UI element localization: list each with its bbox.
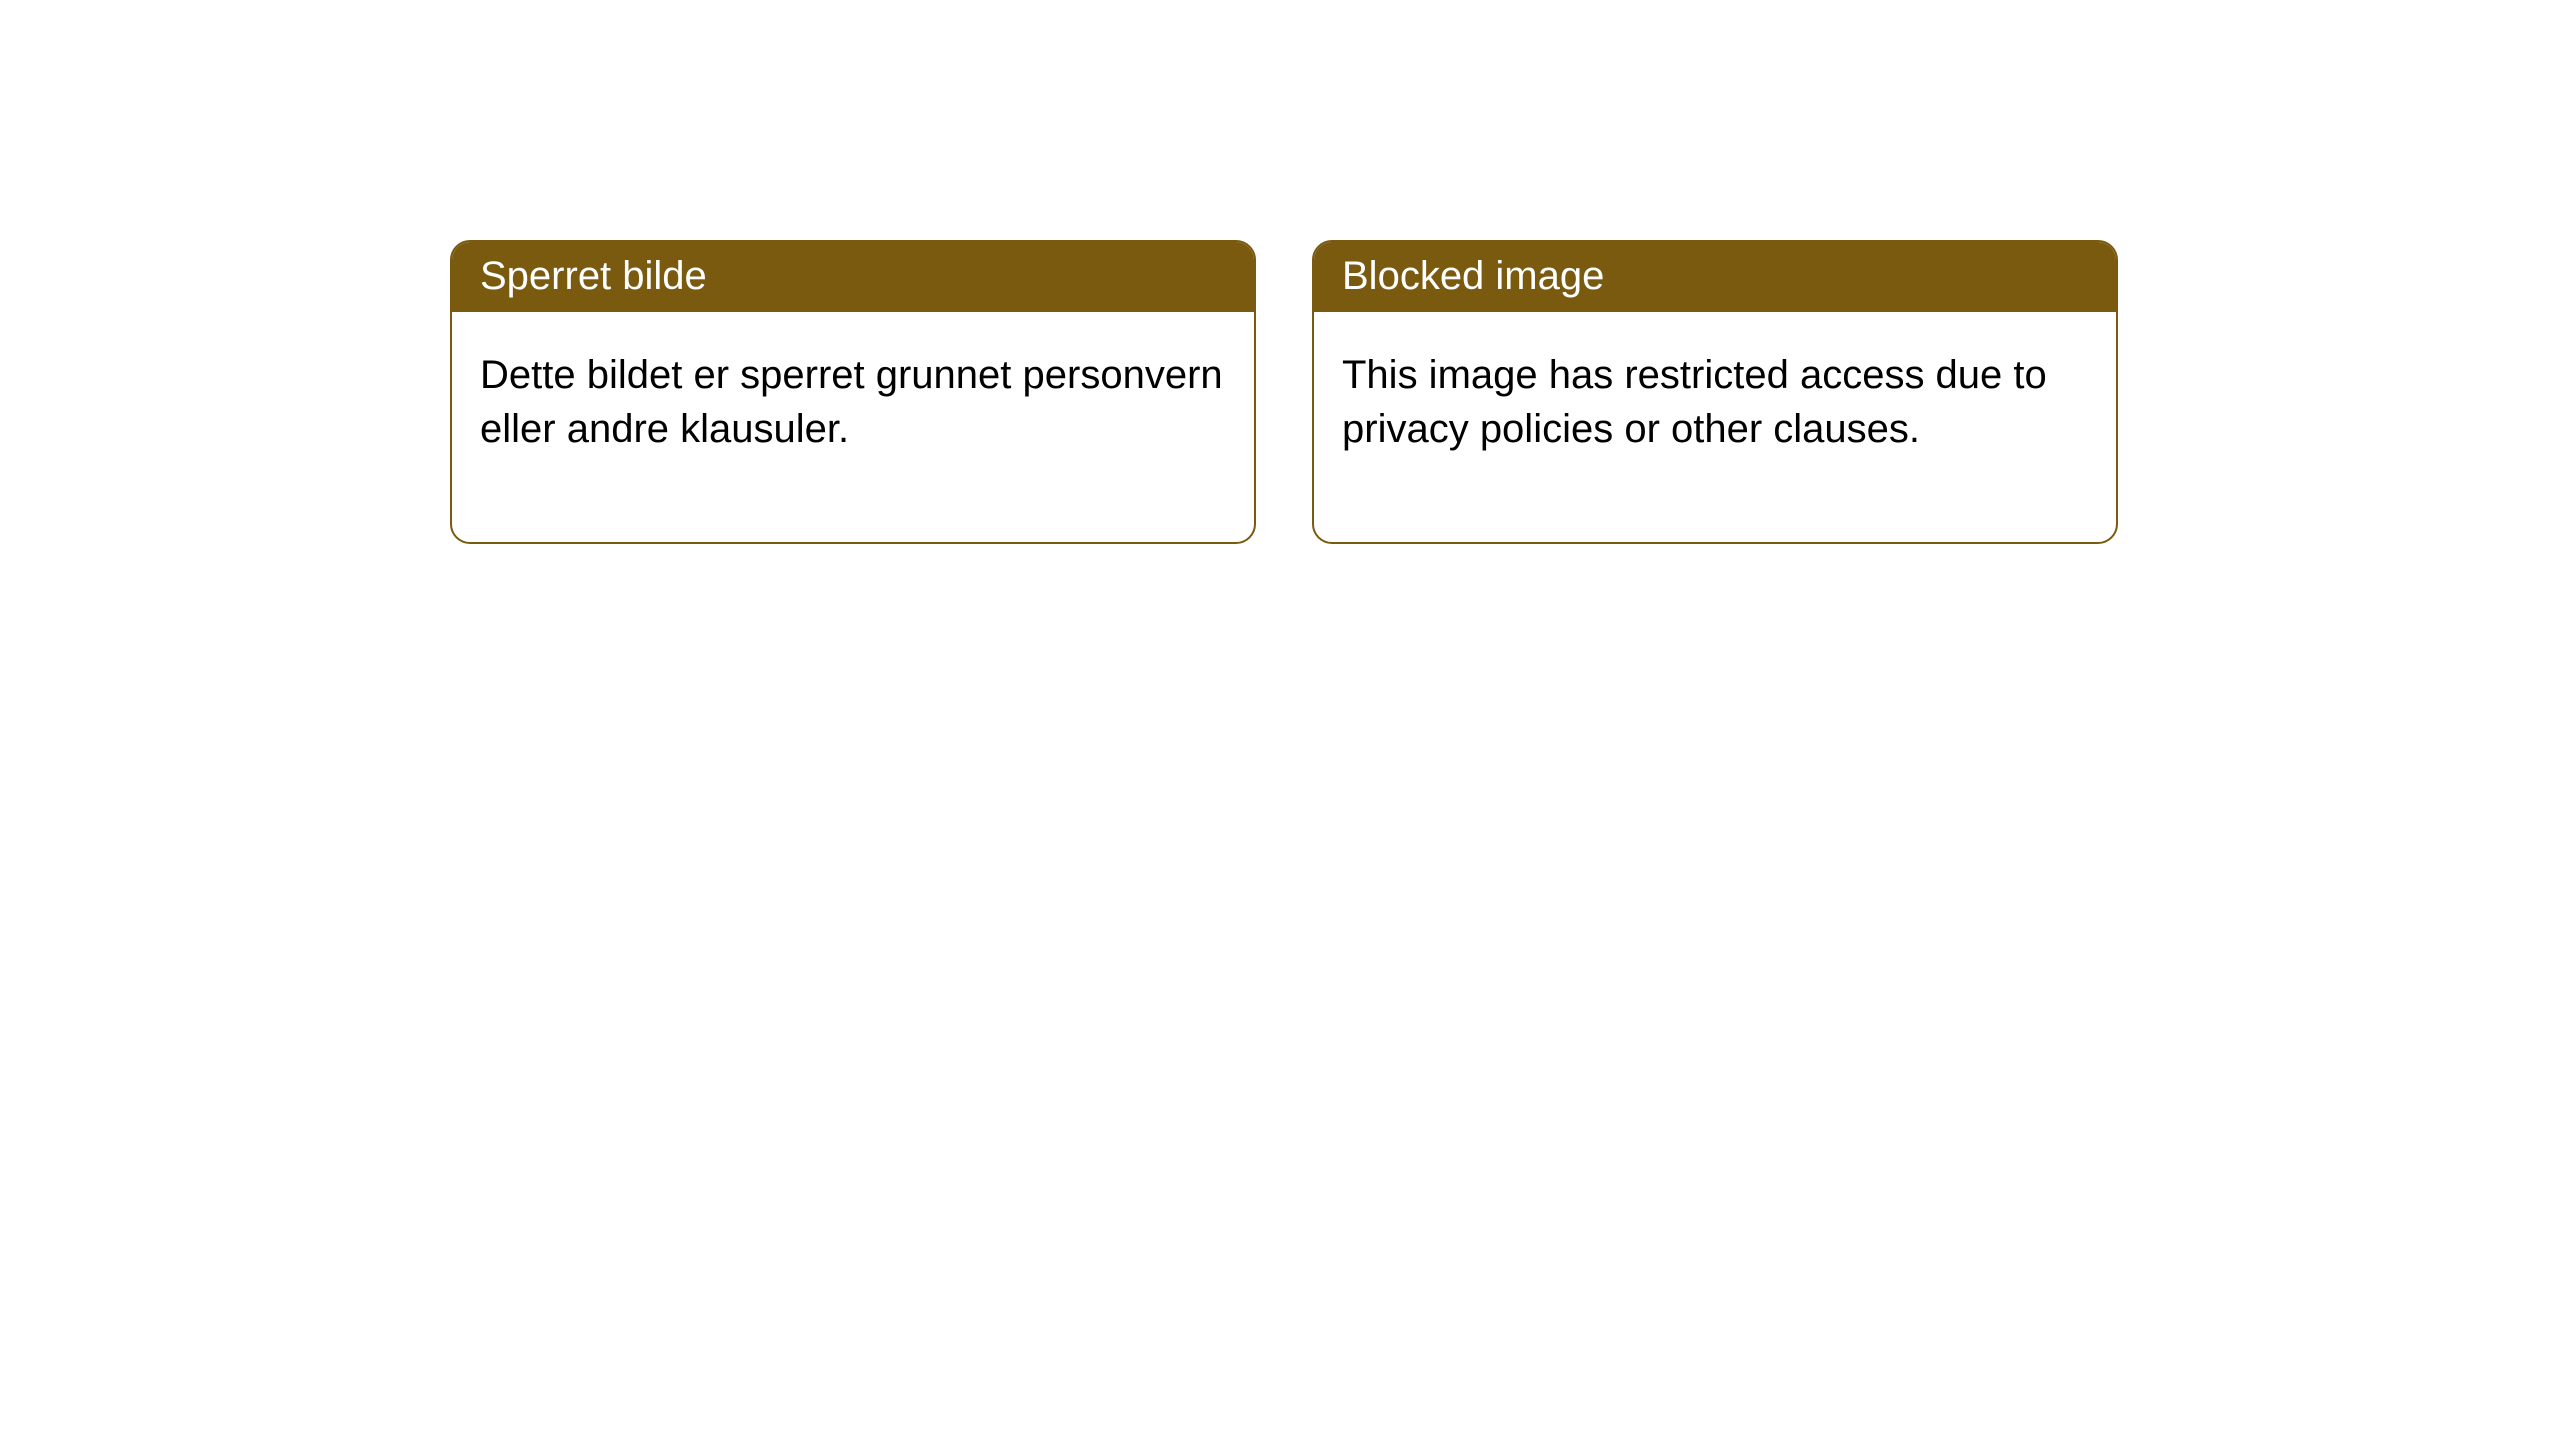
card-title: Blocked image	[1342, 254, 1604, 298]
card-header: Blocked image	[1314, 242, 2116, 312]
card-body: This image has restricted access due to …	[1314, 312, 2116, 542]
card-body-text: Dette bildet er sperret grunnet personve…	[480, 353, 1223, 451]
card-body: Dette bildet er sperret grunnet personve…	[452, 312, 1254, 542]
notice-card-english: Blocked image This image has restricted …	[1312, 240, 2118, 544]
card-body-text: This image has restricted access due to …	[1342, 353, 2047, 451]
notice-cards-container: Sperret bilde Dette bildet er sperret gr…	[450, 240, 2560, 544]
card-header: Sperret bilde	[452, 242, 1254, 312]
card-title: Sperret bilde	[480, 254, 707, 298]
notice-card-norwegian: Sperret bilde Dette bildet er sperret gr…	[450, 240, 1256, 544]
